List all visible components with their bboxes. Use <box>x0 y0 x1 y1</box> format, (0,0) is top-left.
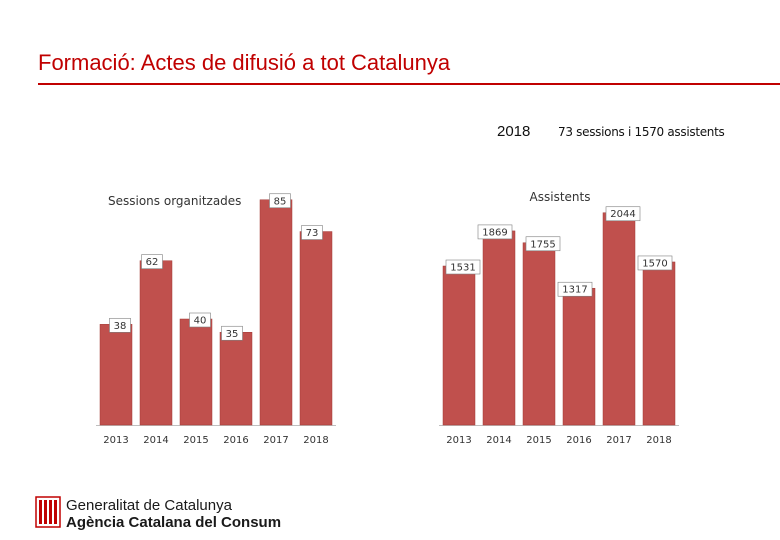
x-tick-1-2014: 2014 <box>143 435 168 446</box>
bar-1-2014 <box>139 260 173 426</box>
x-tick-1-2016: 2016 <box>223 435 248 446</box>
value-label-2-2014: 1869 <box>482 227 507 238</box>
year-label: 2018 <box>497 123 531 140</box>
bar-1-2016 <box>219 332 253 426</box>
value-label-2-2016: 1317 <box>562 285 587 296</box>
value-label-2-2013: 1531 <box>450 263 475 274</box>
bar-2-2018 <box>642 261 676 426</box>
value-label-2-2015: 1755 <box>530 239 555 250</box>
value-label-box-2-2014 <box>477 224 513 240</box>
chart-title-2: Assistents <box>530 190 591 204</box>
bar-1-2017 <box>259 199 293 426</box>
x-tick-1-2013: 2013 <box>103 435 128 446</box>
value-label-1-2015: 40 <box>194 316 207 327</box>
value-label-box-1-2013 <box>109 317 131 333</box>
title-divider <box>38 83 780 85</box>
value-label-box-2-2016 <box>557 281 593 297</box>
x-tick-1-2015: 2015 <box>183 435 208 446</box>
bar-2-2014 <box>482 230 516 426</box>
bar-1-2018 <box>299 231 333 426</box>
value-label-1-2016: 35 <box>226 329 239 340</box>
value-label-box-2-2018 <box>637 255 673 271</box>
value-label-box-2-2015 <box>525 236 561 252</box>
x-tick-2-2016: 2016 <box>566 435 591 446</box>
x-tick-1-2017: 2017 <box>263 435 288 446</box>
institution-name: Generalitat de Catalunya Agència Catalan… <box>66 497 281 531</box>
x-tick-2-2015: 2015 <box>526 435 551 446</box>
value-label-box-1-2015 <box>189 312 211 328</box>
value-label-1-2014: 62 <box>146 257 159 268</box>
value-label-box-1-2017 <box>269 193 291 209</box>
logo-line-2: Agència Catalana del Consum <box>66 514 282 531</box>
bar-1-2015 <box>179 318 213 426</box>
value-label-1-2017: 85 <box>274 196 287 207</box>
value-label-box-1-2014 <box>141 254 163 269</box>
logo-line-1: Generalitat de Catalunya <box>66 497 232 514</box>
bar-2-2013 <box>442 265 476 426</box>
value-label-box-1-2018 <box>301 225 323 240</box>
summary-text: 73 sessions i 1570 assistents <box>558 125 725 139</box>
value-label-box-1-2016 <box>221 325 243 341</box>
x-tick-2-2013: 2013 <box>446 435 471 446</box>
bar-2-2015 <box>522 242 556 426</box>
value-label-1-2013: 38 <box>114 321 127 332</box>
generalitat-logo-icon <box>35 496 61 528</box>
bar-2-2016 <box>562 287 596 426</box>
value-label-box-2-2017 <box>605 206 641 222</box>
bar-2-2017 <box>602 212 636 426</box>
bar-1-2013 <box>99 324 133 426</box>
value-label-2-2017: 2044 <box>610 209 635 220</box>
value-label-box-2-2013 <box>445 259 481 275</box>
page-title: Formació: Actes de difusió a tot Catalun… <box>38 50 451 75</box>
x-tick-2-2018: 2018 <box>646 435 671 446</box>
x-tick-2-2014: 2014 <box>486 435 511 446</box>
value-label-1-2018: 73 <box>306 228 319 239</box>
chart-title-1: Sessions organitzades <box>108 194 241 208</box>
x-tick-2-2017: 2017 <box>606 435 631 446</box>
x-tick-1-2018: 2018 <box>303 435 328 446</box>
value-label-2-2018: 1570 <box>642 258 667 269</box>
